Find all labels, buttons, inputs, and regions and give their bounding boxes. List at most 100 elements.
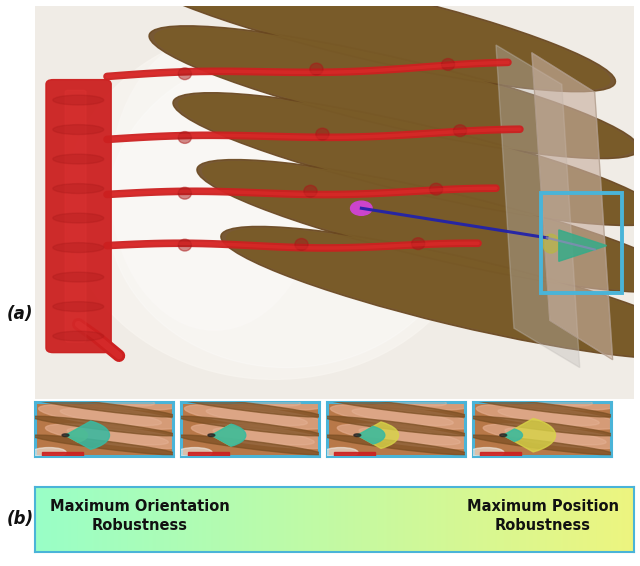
Bar xyxy=(42,452,83,456)
Ellipse shape xyxy=(32,397,176,417)
Ellipse shape xyxy=(324,435,468,454)
Ellipse shape xyxy=(213,428,314,445)
Ellipse shape xyxy=(227,229,640,357)
Bar xyxy=(480,452,521,456)
Wedge shape xyxy=(211,424,244,446)
Ellipse shape xyxy=(483,424,628,448)
Ellipse shape xyxy=(352,408,453,426)
Ellipse shape xyxy=(178,416,322,436)
Ellipse shape xyxy=(53,95,104,105)
Ellipse shape xyxy=(53,389,155,406)
Ellipse shape xyxy=(543,234,559,253)
Circle shape xyxy=(500,434,507,436)
Polygon shape xyxy=(532,53,612,360)
FancyBboxPatch shape xyxy=(65,90,86,342)
Ellipse shape xyxy=(53,154,104,164)
Ellipse shape xyxy=(470,397,614,417)
Ellipse shape xyxy=(295,238,308,250)
Ellipse shape xyxy=(324,385,468,410)
Ellipse shape xyxy=(149,26,639,158)
Ellipse shape xyxy=(60,408,161,426)
Ellipse shape xyxy=(178,239,191,251)
Ellipse shape xyxy=(498,408,599,426)
Ellipse shape xyxy=(199,389,301,406)
Bar xyxy=(541,192,621,293)
FancyBboxPatch shape xyxy=(46,80,111,353)
Ellipse shape xyxy=(330,405,475,429)
Ellipse shape xyxy=(110,35,319,330)
Ellipse shape xyxy=(178,131,191,143)
Ellipse shape xyxy=(53,243,104,252)
Polygon shape xyxy=(559,230,607,261)
Circle shape xyxy=(62,434,69,436)
Ellipse shape xyxy=(505,428,606,445)
Ellipse shape xyxy=(310,63,323,75)
Ellipse shape xyxy=(65,25,484,379)
Ellipse shape xyxy=(206,408,307,426)
Ellipse shape xyxy=(316,128,329,140)
Ellipse shape xyxy=(470,385,614,410)
Text: (b): (b) xyxy=(6,510,33,528)
Ellipse shape xyxy=(53,331,104,341)
Circle shape xyxy=(354,434,361,436)
Ellipse shape xyxy=(53,302,104,311)
Wedge shape xyxy=(357,422,399,448)
Ellipse shape xyxy=(53,183,104,194)
Ellipse shape xyxy=(178,397,322,417)
Ellipse shape xyxy=(476,405,621,429)
Ellipse shape xyxy=(107,53,466,367)
Ellipse shape xyxy=(442,58,454,70)
Ellipse shape xyxy=(184,405,329,429)
Ellipse shape xyxy=(221,226,640,359)
Ellipse shape xyxy=(324,448,358,457)
Text: Maximum Position
Robustness: Maximum Position Robustness xyxy=(467,499,619,533)
Ellipse shape xyxy=(337,424,482,448)
Ellipse shape xyxy=(203,161,640,290)
Wedge shape xyxy=(65,428,88,442)
Circle shape xyxy=(208,434,215,436)
Ellipse shape xyxy=(178,448,212,457)
Ellipse shape xyxy=(470,448,504,457)
Ellipse shape xyxy=(32,435,176,454)
Ellipse shape xyxy=(345,389,447,406)
Ellipse shape xyxy=(173,93,640,225)
Ellipse shape xyxy=(491,389,593,406)
Text: (a): (a) xyxy=(6,305,33,323)
Ellipse shape xyxy=(178,435,322,454)
Ellipse shape xyxy=(179,95,640,224)
Ellipse shape xyxy=(125,0,616,92)
Ellipse shape xyxy=(178,187,191,199)
Ellipse shape xyxy=(67,428,168,445)
Polygon shape xyxy=(496,45,580,367)
Ellipse shape xyxy=(53,272,104,282)
Bar xyxy=(188,452,229,456)
Ellipse shape xyxy=(131,0,610,89)
Ellipse shape xyxy=(429,183,443,195)
Wedge shape xyxy=(211,424,246,446)
Ellipse shape xyxy=(324,416,468,436)
Ellipse shape xyxy=(155,28,634,157)
Ellipse shape xyxy=(32,416,176,436)
Ellipse shape xyxy=(53,213,104,223)
Ellipse shape xyxy=(178,385,322,410)
Ellipse shape xyxy=(53,125,104,135)
Ellipse shape xyxy=(412,238,425,250)
Ellipse shape xyxy=(38,405,183,429)
Text: Maximum Orientation
Robustness: Maximum Orientation Robustness xyxy=(50,499,230,533)
Ellipse shape xyxy=(470,435,614,454)
Ellipse shape xyxy=(191,424,336,448)
Wedge shape xyxy=(503,418,556,452)
Wedge shape xyxy=(503,429,522,441)
Ellipse shape xyxy=(304,185,317,197)
Ellipse shape xyxy=(454,125,467,136)
Ellipse shape xyxy=(324,397,468,417)
Wedge shape xyxy=(357,426,385,444)
Ellipse shape xyxy=(178,68,191,80)
Ellipse shape xyxy=(359,428,460,445)
Ellipse shape xyxy=(32,385,176,410)
Ellipse shape xyxy=(32,448,66,457)
Ellipse shape xyxy=(197,160,640,293)
Ellipse shape xyxy=(45,424,190,448)
Ellipse shape xyxy=(470,416,614,436)
Circle shape xyxy=(351,201,372,215)
